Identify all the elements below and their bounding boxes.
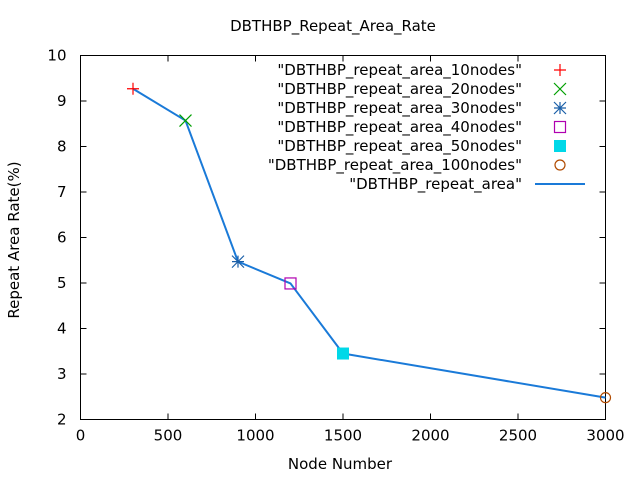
y-tick-label: 7 [57,183,67,201]
data-point-4-0 [337,347,349,360]
legend-marker-0 [554,64,566,76]
y-tick-label: 4 [57,320,67,338]
legend-marker-2 [553,101,567,115]
y-tick-label: 5 [57,274,67,292]
data-point-3-0 [284,277,297,290]
y-tick-label: 6 [57,229,67,247]
legend-label-3: "DBTHBP_repeat_area_40nodes" [277,118,522,137]
data-point-2-0 [231,255,245,269]
data-point-0-0 [127,82,139,95]
legend-label-2: "DBTHBP_repeat_area_30nodes" [277,99,522,118]
y-tick-label: 8 [57,138,67,156]
y-tick-label: 10 [47,47,66,65]
x-tick-label: 2500 [499,427,537,445]
x-tick-label: 2000 [411,427,449,445]
y-tick-label: 2 [57,411,67,429]
data-point-5-0 [599,392,612,404]
series-line-6 [132,87,606,399]
y-tick-label: 3 [57,365,67,383]
legend: "DBTHBP_repeat_area_10nodes""DBTHBP_repe… [268,61,585,194]
axis-ticks: 0 500 1000 1500 2000 2500 3000 2 3 4 5 6 7 8 9 10 [47,47,624,445]
x-tick-label: 3000 [586,427,624,445]
legend-marker-5 [554,159,566,171]
legend-label-6: "DBTHBP_repeat_area" [349,175,522,194]
x-tick-label: 0 [76,427,86,445]
legend-marker-4 [554,140,566,152]
series-lines [132,87,606,399]
data-point-1-0 [179,114,192,127]
legend-label-0: "DBTHBP_repeat_area_10nodes" [277,61,522,80]
legend-label-4: "DBTHBP_repeat_area_50nodes" [277,137,522,156]
x-tick-label: 1500 [324,427,362,445]
chart-title: DBTHBP_Repeat_Area_Rate [230,17,436,36]
x-axis-label: Node Number [288,455,393,473]
y-tick-label: 9 [57,92,67,110]
x-tick-label: 1000 [236,427,274,445]
legend-label-5: "DBTHBP_repeat_area_100nodes" [268,156,522,175]
legend-marker-3 [553,120,567,134]
legend-label-1: "DBTHBP_repeat_area_20nodes" [277,80,522,99]
series-markers [127,82,612,404]
y-axis-label: Repeat Area Rate(%) [5,161,23,318]
x-tick-label: 500 [154,427,183,445]
legend-marker-1 [553,82,567,96]
